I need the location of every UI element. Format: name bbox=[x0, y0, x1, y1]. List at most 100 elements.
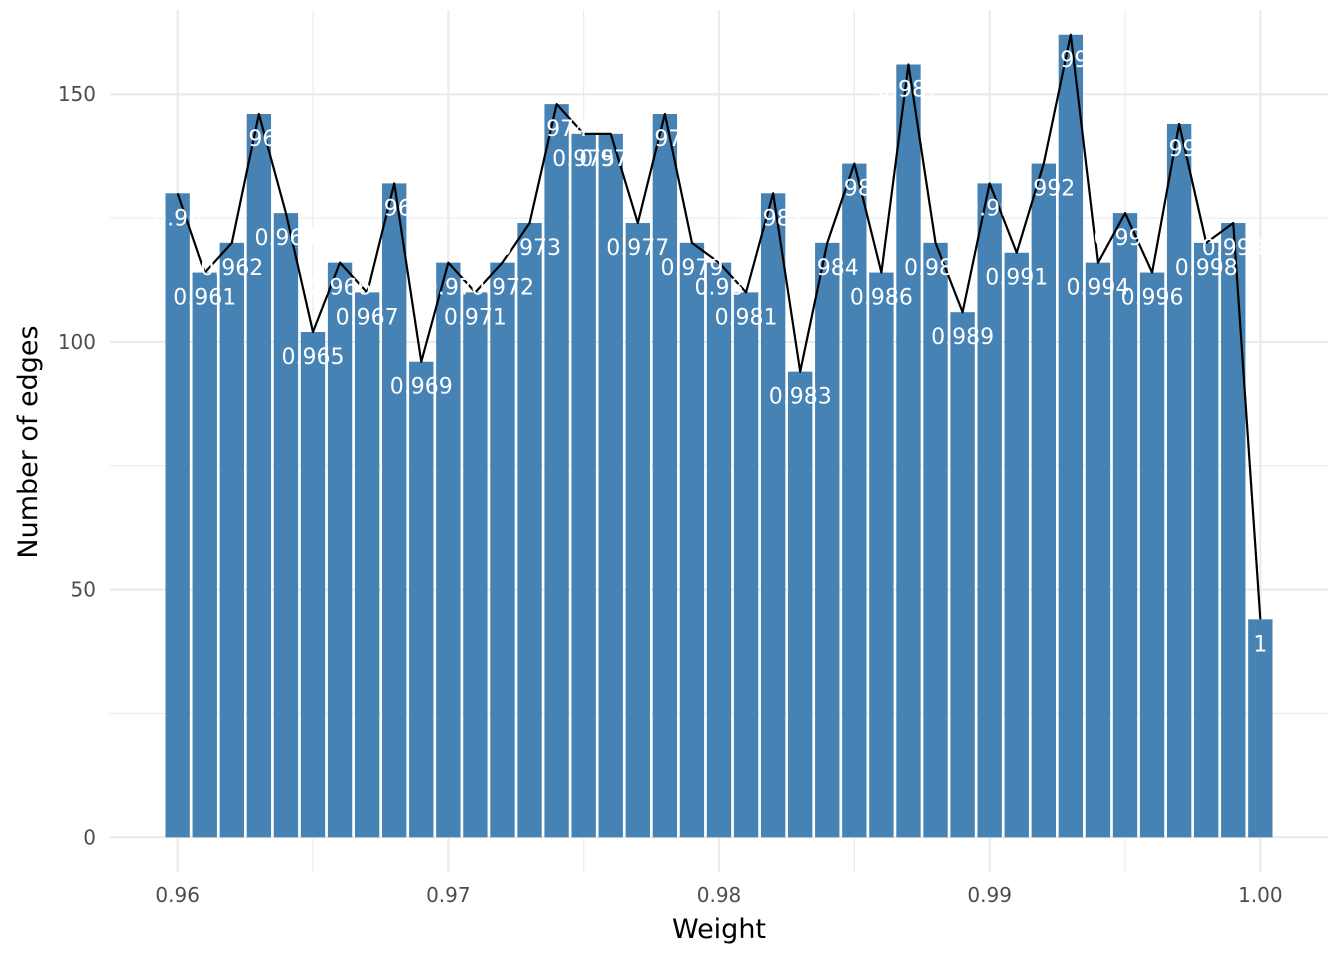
bar bbox=[652, 114, 678, 838]
bar-label: 0.967 bbox=[336, 305, 399, 330]
bar bbox=[625, 223, 650, 838]
bar bbox=[490, 262, 515, 838]
bar bbox=[977, 183, 1002, 838]
bar-label: 0.977 bbox=[606, 236, 669, 261]
bar-label: 0.981 bbox=[715, 305, 778, 330]
bar bbox=[679, 242, 705, 838]
x-tick-label: 0.99 bbox=[967, 883, 1012, 907]
bar-label: 0.992 bbox=[1012, 177, 1075, 202]
bar-label: 0.96 bbox=[153, 206, 202, 231]
bar-label: 0.973 bbox=[498, 236, 561, 261]
bar bbox=[219, 242, 244, 838]
x-axis-title: Weight bbox=[672, 914, 766, 945]
bar bbox=[192, 272, 217, 838]
bar bbox=[517, 223, 542, 838]
bar bbox=[950, 312, 975, 838]
bar bbox=[463, 292, 488, 838]
bar bbox=[896, 64, 921, 838]
bar-label: 0.987 bbox=[877, 77, 940, 102]
bar-label: 0.963 bbox=[227, 127, 290, 152]
bar bbox=[760, 193, 786, 838]
y-axis-title: Number of edges bbox=[13, 325, 44, 558]
bar bbox=[1112, 213, 1138, 838]
bar-label: 0.962 bbox=[200, 256, 263, 281]
bar bbox=[409, 361, 434, 838]
bar-label: 0.993 bbox=[1039, 48, 1102, 73]
y-tick-label: 100 bbox=[58, 330, 96, 354]
bar bbox=[246, 114, 272, 838]
x-tick-label: 0.98 bbox=[697, 883, 742, 907]
bar-label: 0.971 bbox=[444, 305, 507, 330]
x-axis-ticks: 0.96 0.97 0.98 0.99 1.00 bbox=[155, 883, 1282, 907]
bar bbox=[706, 262, 732, 838]
bar-label: 0.968 bbox=[363, 196, 426, 221]
trend-line-group bbox=[176, 33, 1262, 620]
bar bbox=[571, 133, 596, 838]
bar-label: 0.989 bbox=[931, 325, 994, 350]
bar-label: 0.965 bbox=[282, 345, 345, 370]
bar bbox=[165, 193, 190, 838]
bar bbox=[1058, 34, 1084, 838]
x-tick-label: 0.96 bbox=[155, 883, 200, 907]
bar bbox=[544, 104, 569, 838]
bar-label: 0.969 bbox=[390, 375, 453, 400]
bar-label: 1 bbox=[1253, 632, 1267, 657]
bar bbox=[869, 272, 894, 838]
bar bbox=[923, 242, 948, 838]
bar-label: 0.976 bbox=[579, 147, 642, 172]
bar-label: 0.99 bbox=[965, 196, 1014, 221]
bar bbox=[1085, 262, 1111, 838]
bar-label: 0.982 bbox=[742, 206, 805, 231]
bar-label: 0.97 bbox=[424, 276, 473, 301]
bar-label: 0.972 bbox=[471, 276, 534, 301]
y-tick-label: 150 bbox=[58, 82, 96, 106]
bar-label: 0.999 bbox=[1202, 236, 1265, 261]
y-tick-label: 0 bbox=[83, 825, 96, 849]
bar-label: 0.964 bbox=[254, 226, 317, 251]
bar-label: 0.996 bbox=[1121, 286, 1184, 311]
trend-line bbox=[176, 33, 1262, 620]
bar bbox=[815, 242, 840, 838]
bar-label: 0.991 bbox=[985, 266, 1048, 291]
bar-label: 0.978 bbox=[633, 127, 696, 152]
bar-label: 0.975 bbox=[552, 147, 615, 172]
bar bbox=[1166, 123, 1192, 838]
bar bbox=[842, 163, 867, 838]
bar bbox=[1031, 163, 1056, 838]
bar-label: 0.988 bbox=[904, 256, 967, 281]
bar bbox=[300, 332, 326, 838]
bar bbox=[436, 262, 461, 838]
bar-label: 0.974 bbox=[525, 117, 588, 142]
x-tick-label: 0.97 bbox=[426, 883, 471, 907]
bar bbox=[598, 133, 623, 838]
y-axis-ticks: 0 50 100 150 bbox=[58, 82, 96, 849]
bar-label: 0.998 bbox=[1175, 256, 1238, 281]
bar-labels: 0.96 0.961 0.962 0.963 0.964 0.965 0.966 0.967 0… bbox=[153, 48, 1267, 658]
bar-label: 0.994 bbox=[1066, 276, 1129, 301]
bar bbox=[733, 292, 759, 838]
bar bbox=[327, 262, 353, 838]
bar bbox=[1139, 272, 1165, 838]
bar bbox=[1221, 223, 1246, 838]
bar-label: 0.98 bbox=[695, 276, 744, 301]
bar-label: 0.961 bbox=[173, 286, 236, 311]
bar-label: 0.997 bbox=[1148, 137, 1211, 162]
bar bbox=[1004, 252, 1029, 838]
bar bbox=[1194, 242, 1219, 838]
y-tick-label: 50 bbox=[71, 578, 96, 602]
bar-label: 0.995 bbox=[1094, 226, 1157, 251]
bars bbox=[165, 34, 1273, 838]
bar bbox=[1248, 619, 1273, 838]
bar bbox=[354, 292, 380, 838]
bar-label: 0.983 bbox=[769, 385, 832, 410]
bar bbox=[273, 213, 299, 838]
bar-label: 0.984 bbox=[796, 256, 859, 281]
x-tick-label: 1.00 bbox=[1238, 883, 1283, 907]
bar-label: 0.985 bbox=[823, 177, 886, 202]
bar bbox=[382, 183, 407, 838]
bar-label: 0.979 bbox=[660, 256, 723, 281]
bar-label: 0.966 bbox=[309, 276, 372, 301]
bar bbox=[788, 371, 813, 838]
bar-label: 0.986 bbox=[850, 286, 913, 311]
